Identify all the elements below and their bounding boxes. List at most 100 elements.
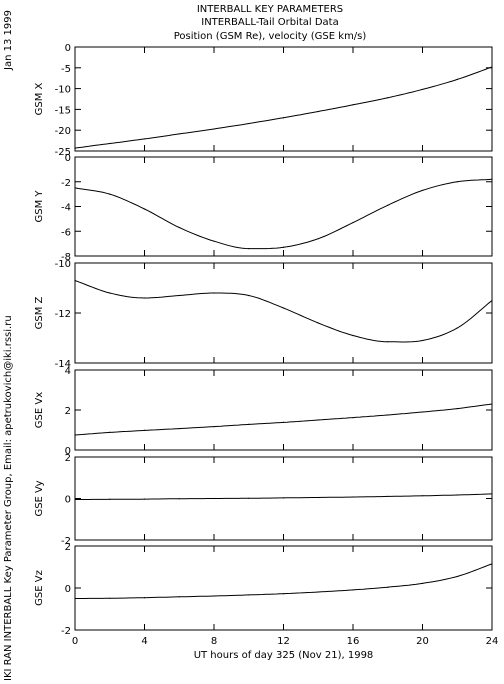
panel-4-data-point	[456, 408, 458, 410]
panel-5-data-point	[352, 496, 354, 498]
panel-5-data-point	[456, 494, 458, 496]
panel-4-ytick-label: 0	[65, 446, 71, 457]
panel-5-data-point	[282, 497, 285, 499]
panel-3-data-point	[109, 292, 111, 294]
xtick-label: 0	[72, 636, 78, 647]
panel-5-data-point	[317, 496, 319, 499]
panel-5-data-point	[143, 498, 146, 500]
panel-1-ytick-label: -25	[55, 147, 71, 158]
panel-1-frame	[74, 46, 493, 152]
panel-1-data-point	[352, 104, 354, 106]
panel-4-data-point	[491, 403, 493, 405]
panel-2-ytick-label: -2	[61, 178, 71, 189]
panel-3-data-point	[282, 307, 285, 309]
panel-1-ytick-label: -5	[61, 64, 71, 75]
panel-1-data-point	[317, 110, 319, 113]
panel-6-frame	[74, 545, 493, 631]
panel-3-data-point	[143, 297, 146, 299]
panel-4-frame	[74, 369, 493, 451]
panel-2-data-point	[387, 204, 389, 206]
panel-1-data-point	[491, 66, 493, 68]
panel-3-data-point	[387, 341, 389, 343]
panel-4-data-point	[109, 431, 111, 433]
panel-4-ylabel: GSE Vx	[34, 392, 45, 428]
panel-6-data-point	[421, 582, 424, 584]
panel-3-ytick-label: -14	[55, 359, 71, 370]
panel-1-data-point	[74, 147, 76, 149]
panel-1-data-point	[387, 97, 389, 99]
panel-6-data-point	[248, 594, 250, 596]
panel-1-ytick-label: -10	[55, 85, 71, 96]
panel-5-data-point	[109, 498, 111, 500]
panel-5-series-line	[75, 493, 493, 500]
panel-5-data-point	[421, 495, 424, 497]
panel-3-data-point	[421, 339, 424, 342]
panel-2-data-point	[213, 240, 215, 242]
panel-2-data-point	[282, 246, 285, 248]
panel-5-data-point	[491, 493, 493, 495]
panel-1-data-point	[213, 128, 215, 130]
panel-6-ylabel: GSE Vz	[34, 570, 45, 606]
panel-1-series-line	[74, 66, 493, 149]
panel-4-series-line	[74, 403, 493, 436]
panel-1-data-point	[143, 138, 146, 140]
panel-6-data-point	[491, 563, 493, 565]
panel-3-frame	[74, 262, 493, 364]
panel-1-data-point	[421, 88, 424, 91]
panel-4-data-point	[387, 414, 389, 416]
panel-5-frame	[74, 456, 493, 541]
panel-6-data-point	[387, 586, 389, 588]
panel-2-series-line	[74, 178, 493, 250]
panel-1-data-point	[456, 78, 458, 81]
panel-2-frame	[74, 156, 493, 257]
panel-6-data-point	[317, 591, 319, 593]
panel-2-data-point	[352, 221, 354, 224]
panel-4-data-point	[248, 423, 250, 425]
xtick-label: 8	[211, 636, 217, 647]
panel-2-ytick-label: -6	[61, 227, 71, 238]
panel-1-data-point	[282, 117, 285, 119]
panel-2-data-point	[317, 238, 319, 240]
panel-2-ylabel: GSM Y	[34, 190, 45, 223]
title-line-2: INTERBALL-Tail Orbital Data	[201, 17, 338, 28]
panel-3-data-point	[248, 294, 250, 297]
panel-6-ytick-label: -2	[61, 626, 71, 637]
panel-3-data-point	[213, 292, 215, 294]
panel-6-ytick-label: 2	[65, 542, 71, 553]
panel-6-ytick-label: 0	[65, 584, 71, 595]
panel-5-data-point	[178, 498, 180, 500]
panel-2-data-point	[109, 193, 111, 195]
panel-4-data-point	[421, 411, 424, 413]
panel-1-ytick-label: -15	[55, 105, 71, 116]
panel-5-data-point	[213, 497, 215, 500]
panel-3-data-point	[178, 294, 180, 297]
panel-1-data-point	[248, 122, 250, 125]
panel-4-data-point	[213, 426, 215, 428]
panel-1-data-point	[109, 142, 111, 145]
xtick-label: 20	[416, 636, 429, 647]
panel-2-ytick-label: -4	[61, 203, 71, 214]
panel-2-data-point	[143, 208, 146, 210]
panel-6-data-point	[109, 597, 111, 599]
panel-5-ytick-label: 2	[65, 453, 71, 464]
panel-5-ylabel: GSE Vy	[34, 480, 45, 516]
panel-3-data-point	[74, 279, 76, 282]
panel-2-data-point	[491, 178, 493, 180]
panel-2-data-point	[456, 181, 458, 183]
panel-3-ylabel: GSM Z	[34, 296, 45, 329]
panel-3-data-point	[456, 327, 458, 329]
panel-3-ytick-label: -12	[55, 309, 71, 320]
panel-2-data-point	[248, 247, 250, 250]
panel-1-ylabel: GSM X	[34, 82, 45, 115]
panel-6-data-point	[352, 589, 354, 591]
panel-4-data-point	[143, 429, 146, 431]
xtick-label: 24	[486, 636, 499, 647]
x-axis-label: UT hours of day 325 (Nov 21), 1998	[194, 650, 374, 661]
panel-6-data-point	[282, 593, 285, 595]
panel-4-data-point	[317, 419, 319, 421]
panel-5-data-point	[248, 497, 250, 499]
panel-4-ytick-label: 4	[65, 366, 71, 377]
panel-1-data-point	[178, 133, 180, 135]
panel-2-ytick-label: -8	[61, 252, 71, 263]
